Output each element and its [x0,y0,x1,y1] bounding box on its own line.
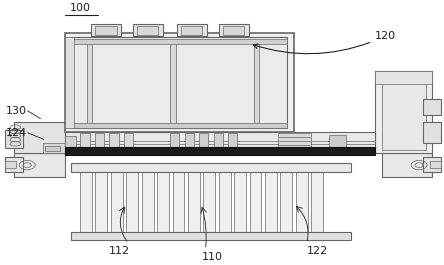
Bar [43,143,65,153]
Bar [424,122,441,143]
Bar [133,24,163,36]
Bar [124,132,133,148]
Bar [71,232,351,240]
Bar [173,168,184,234]
Text: 130: 130 [6,106,27,116]
Bar [424,99,441,115]
Bar [80,132,90,148]
Bar [111,168,123,234]
Bar [234,168,246,234]
Bar [65,37,74,128]
Bar [14,122,65,153]
Bar [229,132,237,148]
Bar [311,168,323,234]
Text: 124: 124 [6,128,27,138]
Bar [214,132,223,148]
Bar [185,132,194,148]
Bar [375,71,432,84]
Bar [65,33,293,131]
Bar [281,168,292,234]
Bar [157,168,169,234]
Bar [71,162,351,171]
Bar [250,168,262,234]
Text: 110: 110 [202,252,222,262]
Bar [181,25,202,34]
Bar [329,135,346,147]
Bar [5,130,23,148]
Bar [14,153,65,177]
Bar [91,24,121,36]
Bar [254,40,259,128]
Bar [219,24,249,36]
Bar [71,39,287,44]
Bar [177,24,207,36]
Bar [382,153,432,177]
Bar [5,157,23,171]
Bar [424,157,441,171]
Bar [5,161,16,168]
Bar [203,168,215,234]
Bar [278,132,311,148]
Text: 100: 100 [70,3,91,13]
Bar [199,132,208,148]
Bar [65,131,375,148]
Bar [223,25,244,34]
Bar [137,25,159,34]
Bar [71,123,287,128]
Text: 112: 112 [109,246,130,256]
Bar [170,132,179,148]
Text: 122: 122 [307,246,329,256]
Bar [170,40,176,128]
Bar [87,40,92,128]
Bar [375,71,432,153]
Text: 120: 120 [254,31,396,54]
Bar [65,136,75,148]
Bar [188,168,200,234]
Bar [71,37,287,128]
Bar [95,25,117,34]
Bar [142,168,154,234]
Bar [95,132,104,148]
Bar [126,168,138,234]
Bar [296,168,308,234]
Bar [109,132,119,148]
Bar [45,146,60,151]
Bar [80,168,92,234]
Bar [95,168,107,234]
Bar [430,161,441,168]
Bar [65,147,375,155]
Bar [219,168,230,234]
Bar [382,77,426,150]
Bar [265,168,277,234]
